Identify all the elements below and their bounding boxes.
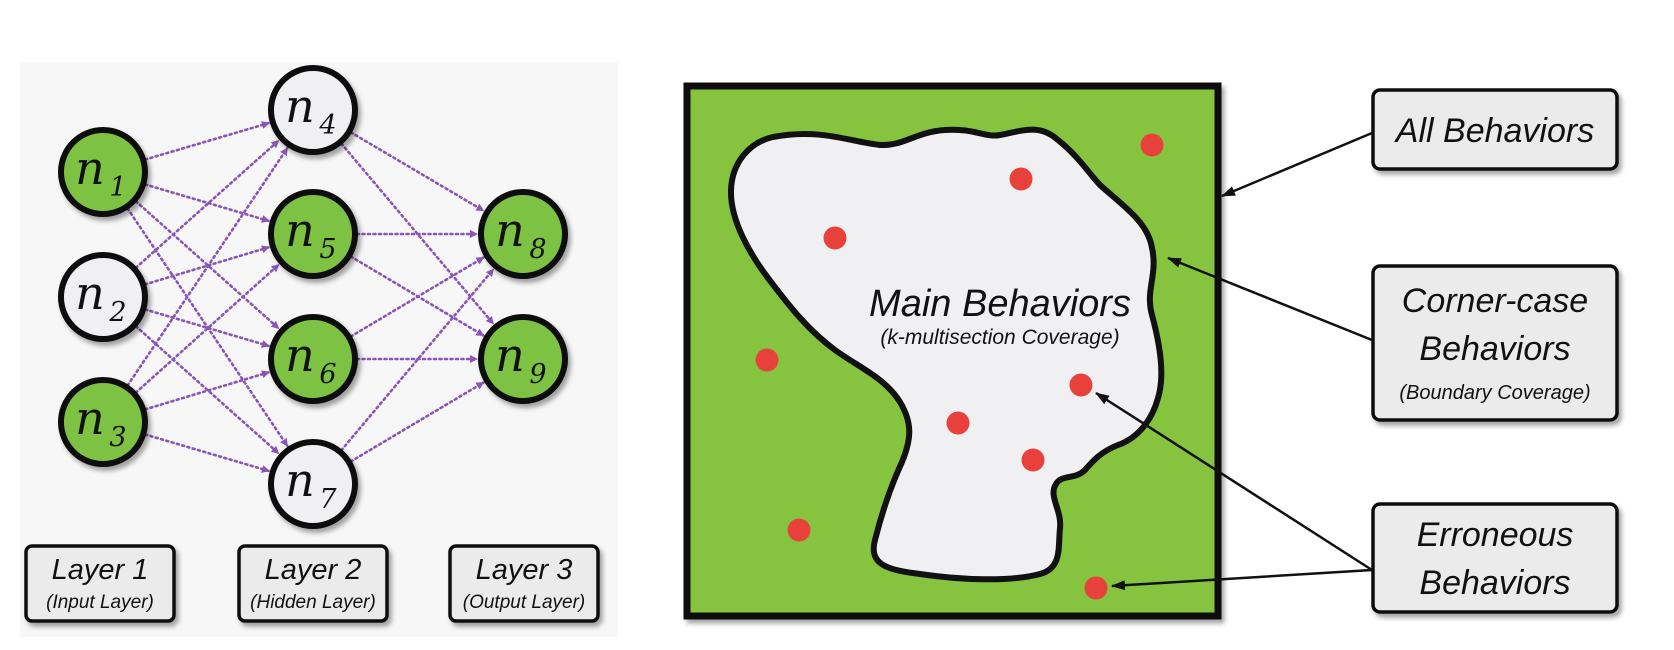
network-edge bbox=[143, 121, 271, 161]
behavior-space-diagram: Main Behaviors (k-multisection Coverage)… bbox=[683, 82, 1619, 620]
node-n1-index: 1 bbox=[109, 172, 126, 203]
node-n8-circle bbox=[478, 189, 568, 279]
node-n3-symbol: n bbox=[75, 391, 105, 445]
node-n5-circle bbox=[268, 189, 358, 279]
layer-3-label: Layer 3 (Output Layer) bbox=[448, 544, 600, 623]
node-n9: n 9 bbox=[478, 314, 568, 404]
node-n9-index: 9 bbox=[529, 359, 546, 390]
main-behaviors-subtitle: (k-multisection Coverage) bbox=[880, 326, 1119, 349]
node-n2: n 2 bbox=[58, 252, 148, 342]
layer-2-subtitle: (Hidden Layer) bbox=[250, 592, 376, 613]
network-edge bbox=[143, 433, 271, 473]
callout-erroneous-box bbox=[1371, 502, 1619, 614]
callout-corner-case-line-2: Behaviors bbox=[1419, 330, 1570, 368]
callout-all-behaviors-line-1: All Behaviors bbox=[1394, 112, 1594, 150]
callout-erroneous: Erroneous Behaviors bbox=[1371, 502, 1619, 614]
layer-1-box bbox=[24, 544, 176, 623]
main-behaviors-title: Main Behaviors bbox=[869, 283, 1131, 325]
node-n5-index: 5 bbox=[319, 234, 336, 265]
network-edge bbox=[340, 267, 495, 452]
error-dot bbox=[1021, 448, 1045, 472]
node-n7-circle bbox=[268, 439, 358, 529]
network-edge bbox=[349, 381, 485, 463]
node-n2-index: 2 bbox=[108, 297, 126, 328]
node-n5-symbol: n bbox=[285, 203, 315, 257]
arrow-all-behaviors bbox=[1221, 131, 1373, 198]
callout-erroneous-line-2: Behaviors bbox=[1419, 564, 1570, 602]
error-dot bbox=[755, 348, 779, 372]
callout-all-behaviors: All Behaviors bbox=[1371, 88, 1619, 171]
arrow-erroneous-to-inner-dot bbox=[1095, 391, 1373, 572]
node-n9-symbol: n bbox=[495, 328, 525, 382]
network-edge bbox=[349, 256, 485, 338]
network-edge bbox=[134, 263, 281, 394]
node-n6-symbol: n bbox=[285, 328, 315, 382]
callout-erroneous-line-1: Erroneous bbox=[1417, 516, 1574, 554]
error-dot bbox=[1140, 133, 1164, 157]
node-n8-index: 8 bbox=[529, 234, 546, 265]
node-n3: n 3 bbox=[58, 377, 148, 467]
network-edge bbox=[134, 139, 280, 270]
network-edge bbox=[349, 131, 485, 212]
layer-3-title: Layer 3 bbox=[476, 554, 573, 586]
error-dot bbox=[823, 226, 847, 250]
node-n8-symbol: n bbox=[495, 203, 525, 257]
node-n4-index: 4 bbox=[318, 110, 336, 141]
node-n1-symbol: n bbox=[75, 141, 105, 195]
network-edges bbox=[126, 121, 495, 473]
callout-corner-case: Corner-case Behaviors (Boundary Coverage… bbox=[1371, 264, 1619, 422]
layer-3-subtitle: (Output Layer) bbox=[463, 592, 586, 613]
layer-2-box bbox=[237, 544, 389, 623]
arrow-erroneous-to-outer-dot bbox=[1111, 568, 1373, 591]
network-edge bbox=[143, 183, 271, 223]
network-edge bbox=[143, 308, 271, 348]
node-n4: n 4 bbox=[268, 65, 358, 155]
network-edge bbox=[143, 370, 271, 411]
error-dot bbox=[1009, 167, 1033, 191]
node-n2-circle bbox=[58, 252, 148, 342]
node-n8: n 8 bbox=[478, 189, 568, 279]
callout-corner-case-box bbox=[1371, 264, 1619, 422]
node-n7: n 7 bbox=[268, 439, 358, 529]
node-n6: n 6 bbox=[268, 314, 358, 404]
network-edge bbox=[126, 207, 289, 448]
node-n7-index: 7 bbox=[319, 484, 337, 515]
node-n1-circle bbox=[58, 127, 148, 217]
node-n3-index: 3 bbox=[109, 422, 126, 453]
node-n3-circle bbox=[58, 377, 148, 467]
node-n2-symbol: n bbox=[75, 266, 105, 320]
node-n9-circle bbox=[478, 314, 568, 404]
node-n6-circle bbox=[268, 314, 358, 404]
layer-3-box bbox=[448, 544, 600, 623]
callout-corner-case-line-1: Corner-case bbox=[1402, 282, 1588, 320]
error-dot bbox=[1069, 373, 1093, 397]
node-n4-circle bbox=[268, 65, 358, 155]
network-edge bbox=[143, 245, 271, 286]
layer-1-label: Layer 1 (Input Layer) bbox=[24, 544, 176, 623]
node-n5: n 5 bbox=[268, 189, 358, 279]
layer-1-title: Layer 1 bbox=[52, 554, 149, 586]
layer-2-title: Layer 2 bbox=[265, 554, 362, 586]
layer-2-label: Layer 2 (Hidden Layer) bbox=[237, 544, 389, 623]
neural-network: n 1 n 2 n 3 n 4 n 5 n 6 n bbox=[20, 62, 618, 637]
node-n4-symbol: n bbox=[285, 79, 315, 133]
network-edge bbox=[126, 146, 289, 387]
layer-1-subtitle: (Input Layer) bbox=[46, 592, 154, 613]
node-n1: n 1 bbox=[58, 127, 148, 217]
error-dot bbox=[1084, 576, 1108, 600]
node-n6-index: 6 bbox=[319, 359, 336, 390]
node-n7-symbol: n bbox=[285, 453, 315, 507]
error-dot bbox=[946, 411, 970, 435]
callout-all-behaviors-box bbox=[1371, 88, 1619, 171]
arrow-corner-case bbox=[1167, 256, 1373, 342]
error-dot bbox=[787, 518, 811, 542]
callout-corner-case-subtitle: (Boundary Coverage) bbox=[1399, 382, 1590, 404]
